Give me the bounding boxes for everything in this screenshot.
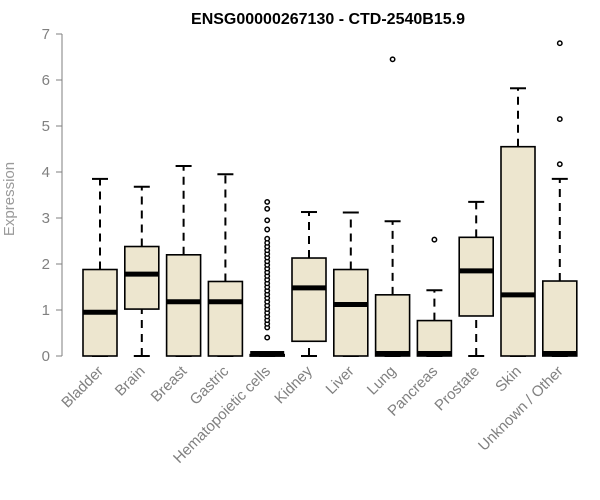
y-axis-title: Expression <box>1 162 18 236</box>
box-group-unknown-other <box>541 40 578 357</box>
outlier-point <box>264 198 271 205</box>
chart-title: ENSG00000267130 - CTD-2540B15.9 <box>191 11 465 28</box>
y-tick-label: 7 <box>42 26 50 43</box>
box-group-prostate <box>458 200 495 357</box>
box-group-lung <box>374 56 411 357</box>
box-iqr <box>291 257 327 343</box>
box-iqr <box>124 245 160 310</box>
box-group-hematopoietic-cells <box>249 198 285 357</box>
x-tick-label: Skin <box>492 363 525 396</box>
y-tick-label: 3 <box>42 210 50 227</box>
x-tick-label: Kidney <box>271 362 316 407</box>
box-group-kidney <box>291 211 327 357</box>
outlier-point <box>389 56 396 63</box>
y-tick-label: 5 <box>42 118 50 135</box>
x-tick-label: Bladder <box>58 363 107 412</box>
box-iqr <box>165 254 202 357</box>
y-tick-label: 4 <box>42 164 50 181</box>
outlier-point <box>264 205 271 212</box>
outlier-point <box>556 40 563 47</box>
x-tick-label: Prostate <box>431 363 483 415</box>
box-group-bladder <box>82 177 118 357</box>
box-group-brain <box>124 185 160 357</box>
y-axis: 0 1 2 3 4 5 6 7 <box>42 26 63 365</box>
outlier-point <box>264 226 271 233</box>
box-group-liver <box>332 211 369 357</box>
box-iqr <box>374 294 411 357</box>
y-tick-label: 0 <box>42 348 50 365</box>
box-group-pancreas <box>416 236 453 357</box>
y-tick-label: 2 <box>42 256 50 273</box>
outlier-point <box>264 235 271 242</box>
y-tick-label: 6 <box>42 72 50 89</box>
y-tick-label: 1 <box>42 302 50 319</box>
box-iqr <box>458 236 495 317</box>
box-iqr <box>207 280 244 357</box>
outlier-point <box>264 217 271 224</box>
x-tick-label: Liver <box>323 363 358 398</box>
box-group-breast <box>165 165 202 357</box>
box-iqr <box>541 280 578 357</box>
box-series <box>82 40 578 357</box>
outlier-point <box>556 116 563 123</box>
x-tick-label: Lung <box>364 363 400 399</box>
x-tick-label: Breast <box>148 362 191 405</box>
x-tick-label: Brain <box>112 363 149 400</box>
box-iqr <box>416 319 453 357</box>
box-group-skin <box>500 87 536 357</box>
outlier-point <box>264 334 271 341</box>
outlier-point <box>556 161 563 168</box>
box-iqr <box>332 268 369 357</box>
box-group-gastric <box>207 173 244 357</box>
box-iqr <box>500 145 536 357</box>
outlier-point <box>431 236 438 243</box>
